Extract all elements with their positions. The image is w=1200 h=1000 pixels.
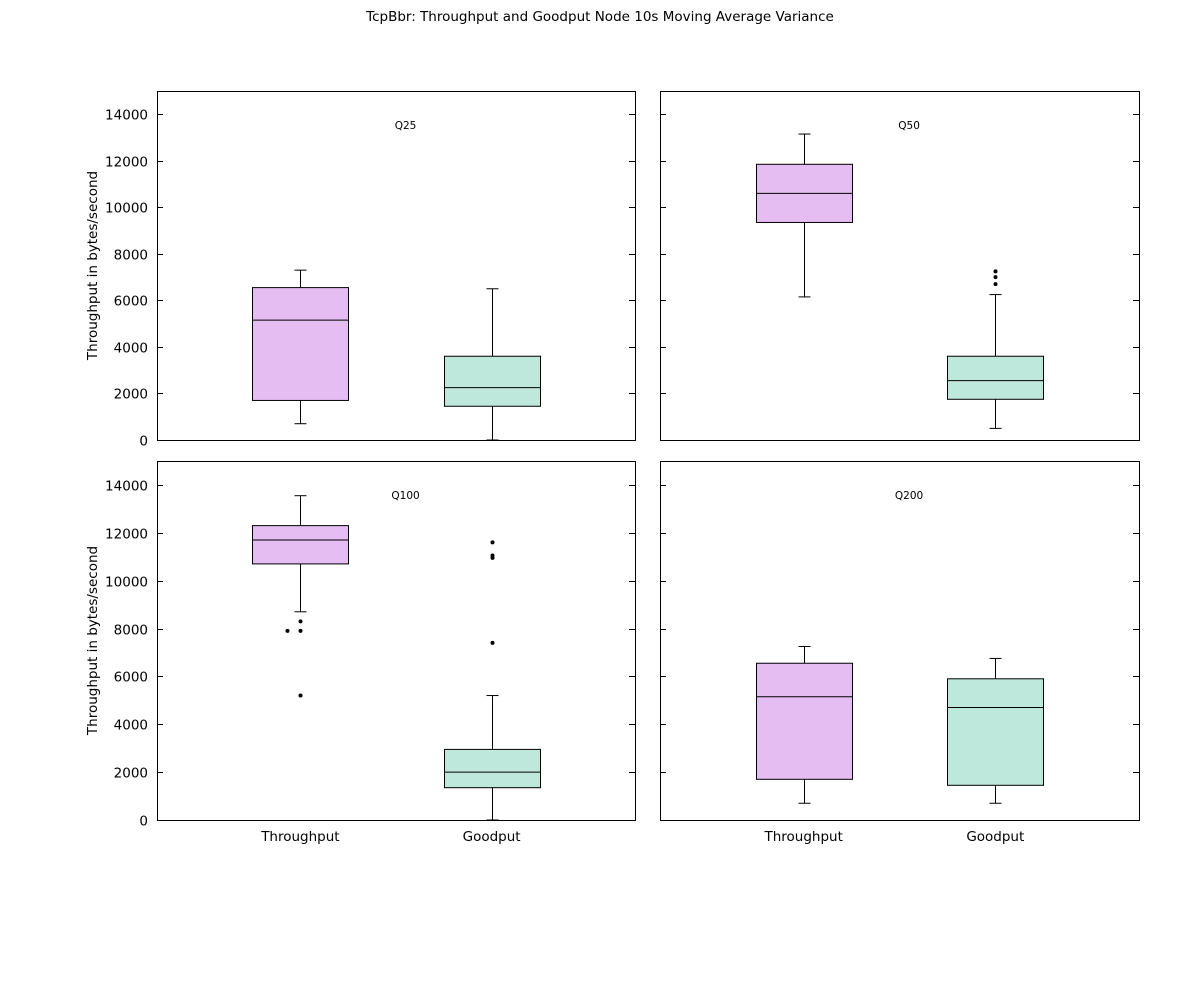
throughput-outlier (298, 693, 303, 698)
y-axis-label: Throughput in bytes/second (85, 171, 101, 361)
y-tick-label: 12000 (105, 527, 148, 543)
y-tick-label: 4000 (114, 718, 148, 734)
panel-frame (660, 461, 1140, 821)
y-tick-label: 2000 (114, 387, 148, 403)
y-axis-label: Throughput in bytes/second (85, 546, 101, 736)
throughput-outlier (298, 619, 303, 624)
panel-title: Q50 (898, 120, 920, 132)
throughput-box (252, 287, 349, 401)
x-tick-label-throughput: Throughput (763, 829, 842, 845)
panel-frame (157, 91, 636, 441)
y-tick-label: 14000 (105, 108, 148, 124)
x-tick-label-throughput: Throughput (260, 829, 339, 845)
throughput-box (756, 662, 853, 780)
throughput-box (252, 525, 349, 565)
panel-title: Q200 (895, 490, 923, 502)
throughput-outlier (298, 628, 303, 633)
y-tick-label: 10000 (105, 575, 148, 591)
y-tick-label: 2000 (114, 766, 148, 782)
y-tick-label: 12000 (105, 155, 148, 171)
goodput-outlier (490, 540, 495, 545)
goodput-box (444, 355, 541, 407)
y-tick-label: 4000 (114, 341, 148, 357)
goodput-outlier (993, 269, 998, 274)
goodput-box (947, 355, 1044, 400)
y-tick-label: 6000 (114, 670, 148, 686)
y-tick-label: 8000 (114, 623, 148, 639)
panel-frame (660, 91, 1140, 441)
panel-title: Q25 (395, 120, 417, 132)
throughput-outlier (285, 628, 290, 633)
panel-title: Q100 (391, 490, 419, 502)
y-tick-label: 8000 (114, 248, 148, 264)
x-tick-label-goodput: Goodput (966, 829, 1024, 845)
goodput-outlier (490, 553, 495, 558)
y-tick-label: 14000 (105, 479, 148, 495)
y-tick-label: 10000 (105, 201, 148, 217)
goodput-outlier (490, 640, 495, 645)
chart-title: TcpBbr: Throughput and Goodput Node 10s … (366, 9, 834, 25)
panel-frame (157, 461, 636, 821)
goodput-box (444, 748, 541, 789)
goodput-outlier (993, 275, 998, 280)
x-tick-label-goodput: Goodput (463, 829, 521, 845)
goodput-box (947, 678, 1044, 786)
y-tick-label: 0 (139, 434, 148, 450)
goodput-outlier (993, 282, 998, 287)
y-tick-label: 6000 (114, 294, 148, 310)
y-tick-label: 0 (139, 814, 148, 830)
